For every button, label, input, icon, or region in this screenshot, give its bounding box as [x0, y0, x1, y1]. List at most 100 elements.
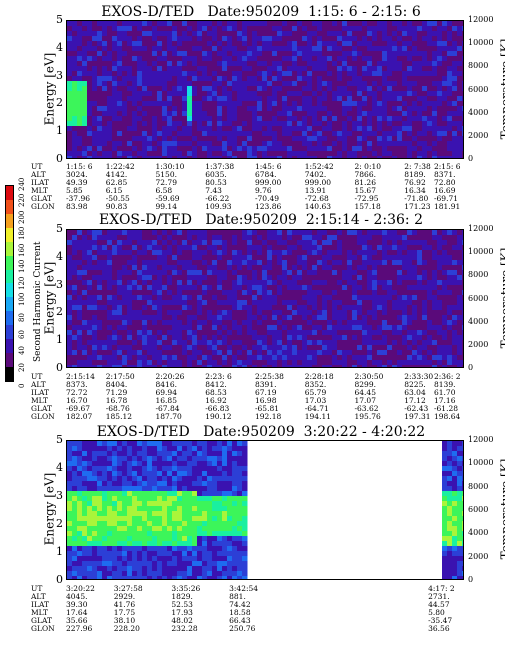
- heatmap-cell: [292, 330, 298, 336]
- heatmap-cell: [92, 131, 98, 137]
- heatmap-cell: [242, 300, 248, 306]
- heatmap-cell: [67, 566, 73, 572]
- heatmap-cell: [352, 280, 358, 286]
- heatmap-cell: [92, 521, 98, 527]
- heatmap-cell: [452, 66, 458, 72]
- heatmap-cell: [77, 511, 83, 517]
- heatmap-cell: [387, 320, 393, 326]
- heatmap-cell: [297, 345, 303, 351]
- heatmap-cell: [252, 335, 258, 341]
- heatmap-cell: [237, 255, 243, 261]
- heatmap-cell: [117, 255, 123, 261]
- heatmap-cell: [382, 36, 388, 42]
- heatmap-cell: [437, 285, 443, 291]
- heatmap-cell: [92, 111, 98, 117]
- heatmap-cell: [297, 255, 303, 261]
- heatmap-cell: [327, 36, 333, 42]
- heatmap-cell: [442, 300, 448, 306]
- heatmap-cell: [317, 26, 323, 32]
- heatmap-cell: [427, 295, 433, 301]
- heatmap-cell: [427, 101, 433, 107]
- heatmap-cell: [247, 325, 253, 331]
- heatmap-cell: [147, 81, 153, 87]
- heatmap-cell: [72, 481, 78, 487]
- heatmap-cell: [407, 36, 413, 42]
- heatmap-cell: [232, 131, 238, 137]
- heatmap-cell: [252, 76, 258, 82]
- heatmap-cell: [397, 151, 403, 157]
- heatmap-cell: [347, 131, 353, 137]
- heatmap-cell: [412, 96, 418, 102]
- heatmap-cell: [307, 335, 313, 341]
- heatmap-cell: [67, 496, 73, 502]
- heatmap-cell: [162, 245, 168, 251]
- heatmap-cell: [312, 300, 318, 306]
- heatmap-cell: [312, 121, 318, 127]
- heatmap-cell: [417, 345, 423, 351]
- heatmap-cell: [222, 36, 228, 42]
- heatmap-cell: [122, 335, 128, 341]
- heatmap-cell: [412, 360, 418, 366]
- heatmap-cell: [82, 260, 88, 266]
- heatmap-cell: [117, 131, 123, 137]
- heatmap-cell: [182, 111, 188, 117]
- heatmap-cell: [422, 300, 428, 306]
- heatmap-cell: [72, 340, 78, 346]
- heatmap-cell: [257, 111, 263, 117]
- heatmap-cell: [102, 546, 108, 552]
- heatmap-cell: [262, 86, 268, 92]
- heatmap-cell: [287, 320, 293, 326]
- heatmap-cell: [247, 76, 253, 82]
- heatmap-cell: [227, 96, 233, 102]
- heatmap-cell: [117, 86, 123, 92]
- heatmap-cell: [422, 101, 428, 107]
- heatmap-cell: [367, 86, 373, 92]
- heatmap-cell: [72, 506, 78, 512]
- heatmap-cell: [102, 146, 108, 152]
- heatmap-cell: [117, 146, 123, 152]
- heatmap-cell: [377, 315, 383, 321]
- heatmap-cell: [72, 320, 78, 326]
- heatmap-cell: [187, 260, 193, 266]
- heatmap-cell: [297, 46, 303, 52]
- heatmap-cell: [417, 255, 423, 261]
- heatmap-cell: [92, 295, 98, 301]
- heatmap-cell: [372, 360, 378, 366]
- heatmap-cell: [252, 96, 258, 102]
- heatmap-cell: [122, 56, 128, 62]
- heatmap-cell: [247, 151, 253, 157]
- heatmap-cell: [197, 86, 203, 92]
- heatmap-cell: [172, 156, 178, 158]
- heatmap-cell: [162, 315, 168, 321]
- heatmap-cell: [97, 506, 103, 512]
- heatmap-cell: [282, 255, 288, 261]
- heatmap-cell: [112, 345, 118, 351]
- heatmap-cell: [82, 106, 88, 112]
- heatmap-cell: [182, 255, 188, 261]
- heatmap-cell: [87, 441, 93, 447]
- heatmap-cell: [227, 91, 233, 97]
- heatmap-cell: [222, 41, 228, 47]
- heatmap-cell: [252, 91, 258, 97]
- heatmap-cell: [267, 116, 273, 122]
- heatmap-cell: [127, 446, 133, 452]
- heatmap-cell: [257, 315, 263, 321]
- heatmap-cell: [152, 546, 158, 552]
- heatmap-cell: [187, 26, 193, 32]
- heatmap-cell: [337, 350, 343, 356]
- heatmap-cell: [97, 26, 103, 32]
- heatmap-cell: [337, 285, 343, 291]
- heatmap-cell: [377, 240, 383, 246]
- heatmap-cell: [172, 71, 178, 77]
- heatmap-cell: [432, 71, 438, 77]
- heatmap-cell: [187, 330, 193, 336]
- heatmap-cell: [342, 300, 348, 306]
- heatmap-cell: [292, 81, 298, 87]
- heatmap-cell: [217, 146, 223, 152]
- heatmap-cell: [197, 240, 203, 246]
- heatmap-cell: [147, 561, 153, 567]
- heatmap-cell: [82, 486, 88, 492]
- heatmap-cell: [247, 106, 253, 112]
- heatmap-cell: [387, 101, 393, 107]
- heatmap-cell: [392, 250, 398, 256]
